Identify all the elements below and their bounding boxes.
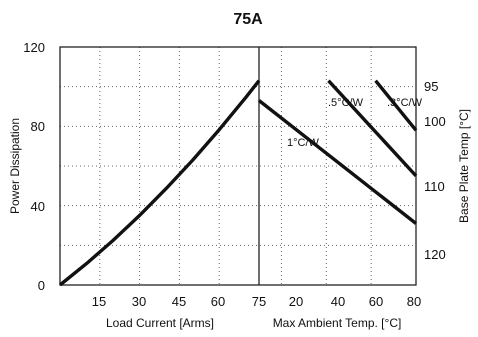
y2-axis-title: Base Plate Temp [°C]	[457, 109, 471, 223]
grid-lines	[60, 47, 416, 285]
y2-tick-label: 95	[424, 79, 438, 94]
x-tick-label: 80	[407, 294, 421, 309]
series-label: .3°C/W	[387, 97, 423, 109]
x-tick-label: 60	[369, 294, 383, 309]
y2-tick-label: 110	[424, 179, 445, 194]
y2-tick-label: 120	[424, 247, 446, 262]
y-tick-label: 120	[23, 40, 45, 55]
left-x-tick-labels: 15 30 45 60 75	[92, 294, 266, 309]
plot-frame	[59, 46, 417, 286]
y-tick-label: 40	[31, 199, 45, 214]
series-label: 1°C/W	[287, 137, 320, 149]
y-tick-label: 80	[31, 119, 45, 134]
left-y-tick-labels: 0 40 80 120	[23, 40, 45, 293]
x-tick-label: 60	[211, 294, 225, 309]
x-tick-label: 20	[289, 294, 303, 309]
x-tick-label: 75	[252, 294, 266, 309]
series-label: .5°C/W	[328, 97, 364, 109]
data-curves	[58, 79, 418, 287]
power-dissipation-curve	[58, 79, 261, 287]
derating-line	[257, 99, 418, 225]
derating-line	[327, 79, 418, 178]
x-axis-title: Load Current [Arms]	[106, 316, 214, 330]
x-tick-label: 30	[132, 294, 146, 309]
x-tick-label: 15	[92, 294, 106, 309]
series-annotations: 1°C/W .5°C/W .3°C/W	[287, 97, 423, 149]
right-x-tick-labels: 20 40 60 80	[289, 294, 421, 309]
y2-tick-label: 100	[424, 114, 446, 129]
y-tick-label: 0	[38, 278, 45, 293]
x-tick-label: 45	[172, 294, 186, 309]
y-axis-title: Power Dissipation	[8, 118, 22, 214]
derating-line	[374, 79, 418, 132]
x-tick-label: 40	[331, 294, 345, 309]
x2-axis-title: Max Ambient Temp. [°C]	[273, 316, 402, 330]
right-y-tick-labels: 95 100 110 120	[424, 79, 446, 262]
chart-title: 75A	[233, 11, 263, 28]
